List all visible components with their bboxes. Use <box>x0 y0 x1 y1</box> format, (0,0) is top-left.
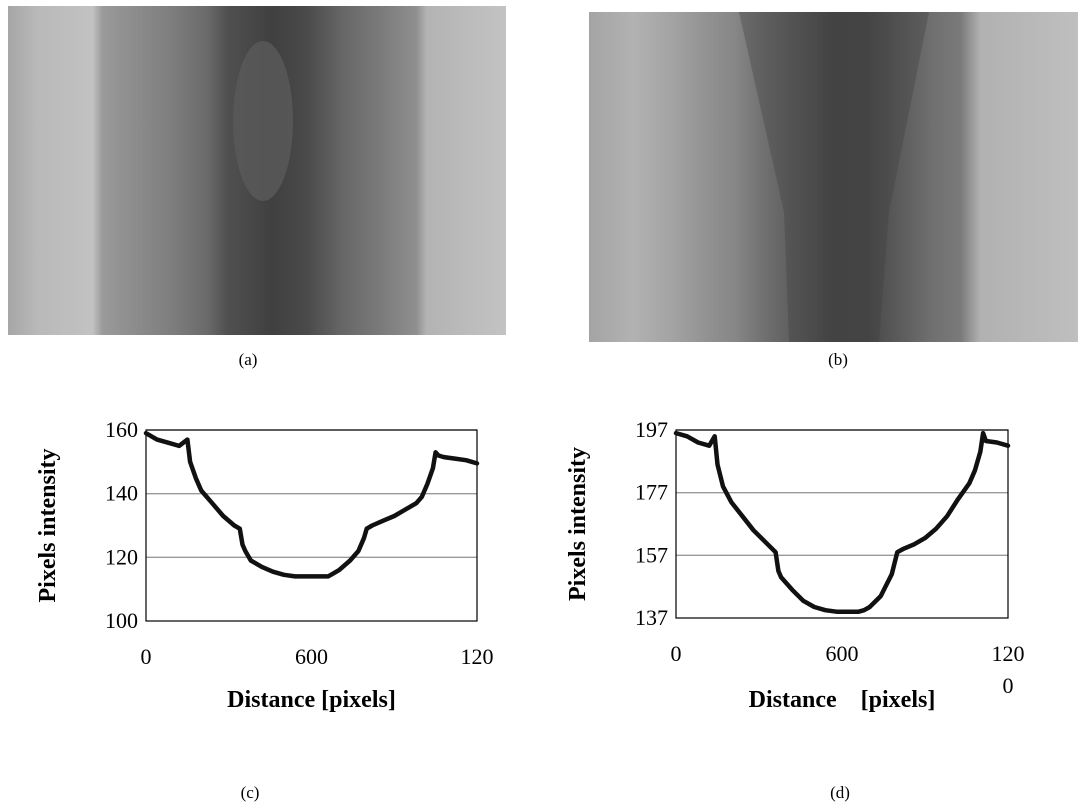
x-axis-title: Distance [pixels] <box>227 687 396 713</box>
y-axis-title: Pixels intensity <box>565 447 591 601</box>
caption-a: (a) <box>238 350 258 369</box>
y-tick-label: 120 <box>105 544 138 569</box>
y-tick-label: 197 <box>635 417 668 442</box>
y-tick-label: 160 <box>105 417 138 442</box>
plot-frame <box>675 429 1009 619</box>
series-line <box>143 430 480 579</box>
x-tick-label: 120 <box>461 644 494 669</box>
x-tick-label-wrap: 0 <box>1003 673 1014 698</box>
image-a <box>8 6 506 335</box>
x-tick-label: 120 <box>992 641 1025 666</box>
image-b <box>589 12 1078 342</box>
x-tick-label: 600 <box>295 644 328 669</box>
y-axis-title: Pixels intensity <box>35 449 61 603</box>
y-tick-label: 177 <box>635 480 668 505</box>
x-tick-label: 0 <box>671 641 682 666</box>
caption-c: (c) <box>240 783 260 802</box>
x-axis-title: Distance [pixels] <box>749 687 936 713</box>
y-tick-label: 157 <box>635 542 668 567</box>
x-tick-label: 600 <box>826 641 859 666</box>
y-tick-label: 100 <box>105 608 138 633</box>
plot-frame <box>145 429 478 622</box>
caption-d: (d) <box>830 783 850 802</box>
y-tick-label: 140 <box>105 481 138 506</box>
series-line <box>673 430 1011 614</box>
chart-c: 100 120 140 160 0 600 120 Distance [pixels] Pixe… <box>35 417 494 713</box>
y-tick-label: 137 <box>635 605 668 630</box>
x-tick-label: 0 <box>141 644 152 669</box>
caption-b: (b) <box>828 350 848 369</box>
